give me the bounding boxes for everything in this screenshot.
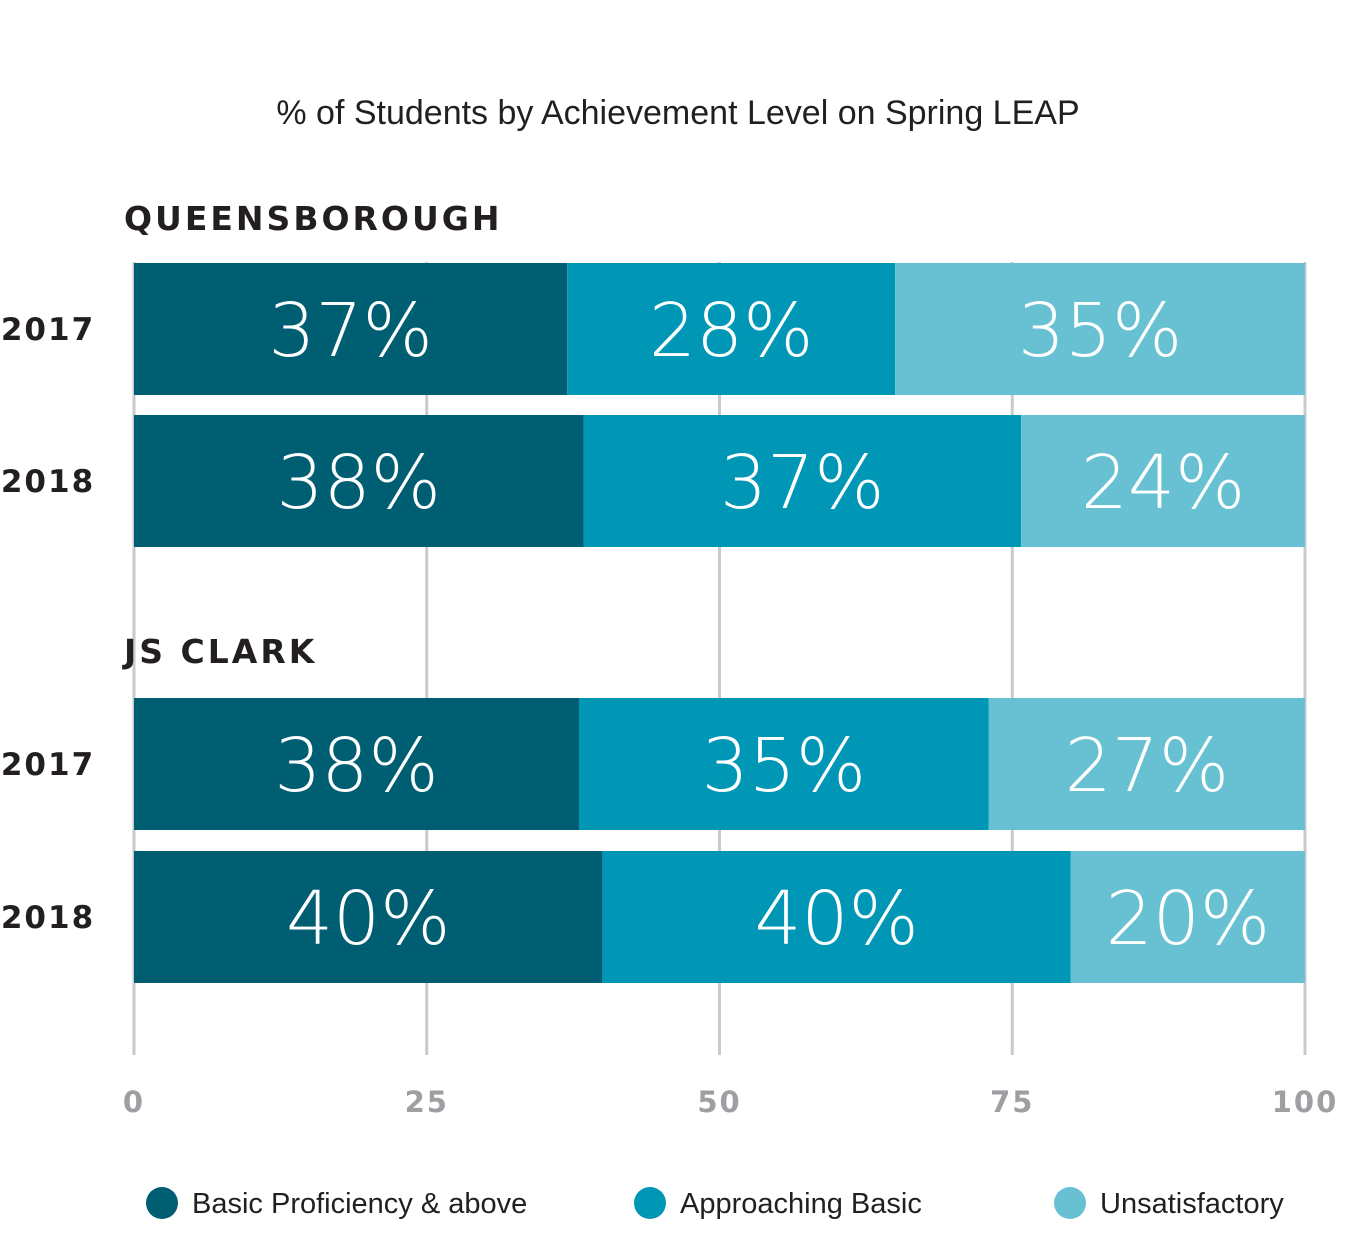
bar-segment	[602, 851, 1071, 983]
bar-value-label: 35%	[1018, 288, 1182, 374]
bar-segment	[134, 851, 603, 983]
x-tick-label: 50	[697, 1085, 741, 1119]
row-label: 2018	[1, 900, 95, 936]
x-tick-label: 0	[123, 1085, 145, 1119]
row-label: 2017	[1, 312, 95, 348]
bar-segment	[583, 415, 1022, 547]
legend-swatch	[634, 1187, 666, 1219]
row-label: 2017	[1, 747, 95, 783]
bar-value-label: 27%	[1065, 723, 1229, 809]
bar-segment	[134, 263, 568, 395]
legend-label: Basic Proficiency & above	[192, 1188, 527, 1220]
group-label: JS CLARK	[122, 632, 317, 671]
x-tick-label: 25	[405, 1085, 449, 1119]
labels: QUEENSBOROUGH 2017 37% 28% 35% 2018 38% 37% 24% J…	[1, 199, 1270, 962]
legend-swatch	[1054, 1187, 1086, 1219]
x-tick-label: 75	[990, 1085, 1034, 1119]
bar-value-label: 37%	[720, 440, 884, 526]
bar-segment	[1021, 415, 1305, 547]
x-tick-label: 100	[1272, 1085, 1339, 1119]
legend-label: Unsatisfactory	[1100, 1188, 1284, 1220]
bar-value-label: 20%	[1106, 876, 1270, 962]
bars	[134, 263, 1305, 983]
bar-value-label: 28%	[649, 288, 813, 374]
bar-value-label: 38%	[274, 723, 438, 809]
bar-segment	[567, 263, 896, 395]
group-label: QUEENSBOROUGH	[124, 199, 503, 238]
bar-value-label: 40%	[286, 876, 450, 962]
bar-value-label: 35%	[702, 723, 866, 809]
x-axis-ticks: 0 25 50 75 100	[123, 1085, 1339, 1119]
legend: Basic Proficiency & above Approaching Bas…	[146, 1187, 1284, 1220]
bar-segment	[895, 263, 1305, 395]
bar-segment	[134, 415, 584, 547]
bar-segment	[134, 698, 579, 830]
bar-segment	[1070, 851, 1305, 983]
bar-value-label: 24%	[1081, 440, 1245, 526]
bar-value-label: 37%	[268, 288, 432, 374]
bar-value-label: 38%	[276, 440, 440, 526]
bar-segment	[578, 698, 989, 830]
legend-swatch	[146, 1187, 178, 1219]
bar-value-label: 40%	[754, 876, 918, 962]
bar-segment	[988, 698, 1305, 830]
chart-title: % of Students by Achievement Level on Sp…	[276, 94, 1079, 132]
legend-label: Approaching Basic	[680, 1188, 922, 1220]
row-label: 2018	[1, 464, 95, 500]
